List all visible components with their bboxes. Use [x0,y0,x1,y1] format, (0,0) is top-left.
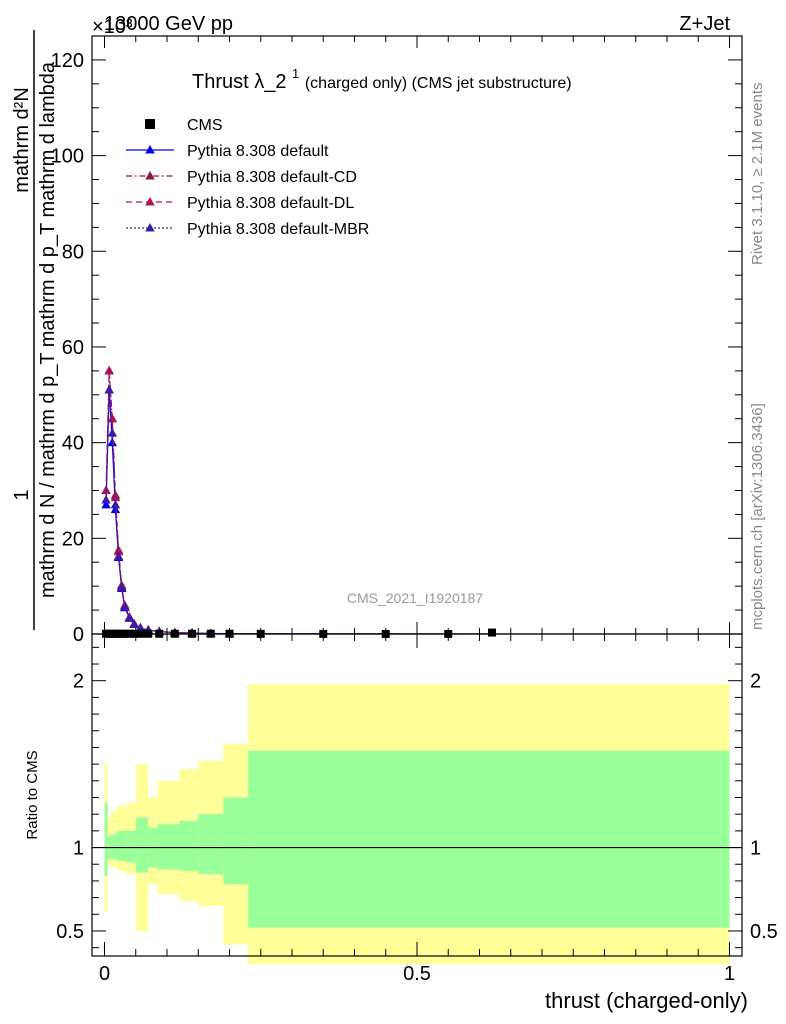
main-ytick-label: 0 [73,624,84,646]
legend-marker-3 [145,197,155,206]
ratio-inner-band-5 [135,817,149,873]
legend-marker-2 [145,171,155,180]
ratio-axes: 0.5 0.5 1 1 2 2 0 0.5 1 [56,634,778,985]
series-point-0 [101,499,111,509]
series-point-3 [124,613,135,622]
main-ytick-label: 120 [51,50,84,72]
ylabel-numerator: mathrm d²N [11,87,33,193]
chart-title: Thrust λ_2 1 (charged only) (CMS jet sub… [192,61,572,93]
ratio-ylabel: Ratio to CMS [24,750,41,839]
legend-marker-1 [145,145,155,154]
ratio-ytick-label-left: 2 [73,671,84,693]
cms-point [488,628,496,637]
ratio-ytick-label-left: 1 [73,838,84,860]
ratio-inner-band-0 [104,802,108,876]
main-ytick-label: 40 [62,433,84,455]
title-sup: 1 [292,66,299,81]
exponent-label: ×10³ [92,16,133,38]
main-ytick-label: 20 [62,528,84,550]
rivet-label: Rivet 3.1.10, ≥ 2.1M events [749,83,766,266]
series-point-3 [129,619,139,628]
series-point-3 [107,428,118,437]
series-point-3 [101,495,111,504]
xtick-label: 0.5 [403,963,431,985]
ylabel-numerator-top: 1 [11,489,33,500]
series-point-2 [113,546,124,556]
legend-marker-4 [145,223,155,232]
series-point-3 [120,602,130,611]
ratio-inner-band-10 [223,797,249,885]
main-ytick-label: 60 [62,337,84,359]
mcplots-label: mcplots.cern.ch [arXiv:1306.3436] [749,403,766,630]
xtick-label: 1 [724,963,735,985]
series-point-3 [104,385,114,394]
series-point-2 [101,485,111,494]
series-point-2 [107,413,118,423]
ylabel-denominator: mathrm d N / mathrm d p_T mathrm d p_T m… [37,61,59,598]
ratio-inner-band-4 [126,830,136,863]
main-ytick-label: 100 [51,146,84,168]
title-main: Thrust λ_2 [192,71,286,93]
legend-marker-cms [145,119,155,129]
ratio-ytick-label-right: 1 [750,838,761,860]
ratio-inner-band-8 [179,820,199,871]
xtick-label: 0 [99,963,110,985]
series-point-3 [113,551,124,560]
series-point-3 [110,499,121,509]
ratio-inner-band-7 [157,824,180,870]
ratio-bands [104,684,730,965]
main-ylabel: 1 mathrm d²N mathrm d N / mathrm d p_T m… [11,30,59,630]
series-point-3 [116,582,127,592]
xlabel: thrust (charged-only) [545,988,748,1013]
series-point-0 [107,437,118,447]
ratio-ytick-label-right: 0.5 [750,921,778,943]
legend-label-2: Pythia 8.308 default-CD [187,169,357,186]
series-point-2 [104,365,114,375]
main-ytick-label: 80 [62,241,84,263]
ratio-inner-band-2 [110,834,117,860]
title-rest: (charged only) (CMS jet substructure) [305,75,572,92]
legend-label-1: Pythia 8.308 default [187,143,329,160]
ratio-inner-band-11 [248,750,730,928]
main-axes: 0 20 40 60 80 100 120 [51,36,742,646]
legend-label-3: Pythia 8.308 default-DL [187,195,354,212]
ratio-ytick-label-right: 2 [750,671,761,693]
energy-label: 13000 GeV pp [104,13,233,35]
legend-label-4: Pythia 8.308 default-MBR [187,221,369,238]
legend-label-0: CMS [187,117,223,134]
series-point-3 [135,623,146,632]
ratio-inner-band-9 [198,814,224,875]
process-label: Z+Jet [679,13,730,35]
legend: CMS Pythia 8.308 default Pythia 8.308 defa… [126,117,369,238]
ratio-inner-band-3 [117,830,127,861]
ratio-ytick-label-left: 0.5 [56,921,84,943]
analysis-watermark: CMS_2021_I1920187 [347,590,483,606]
